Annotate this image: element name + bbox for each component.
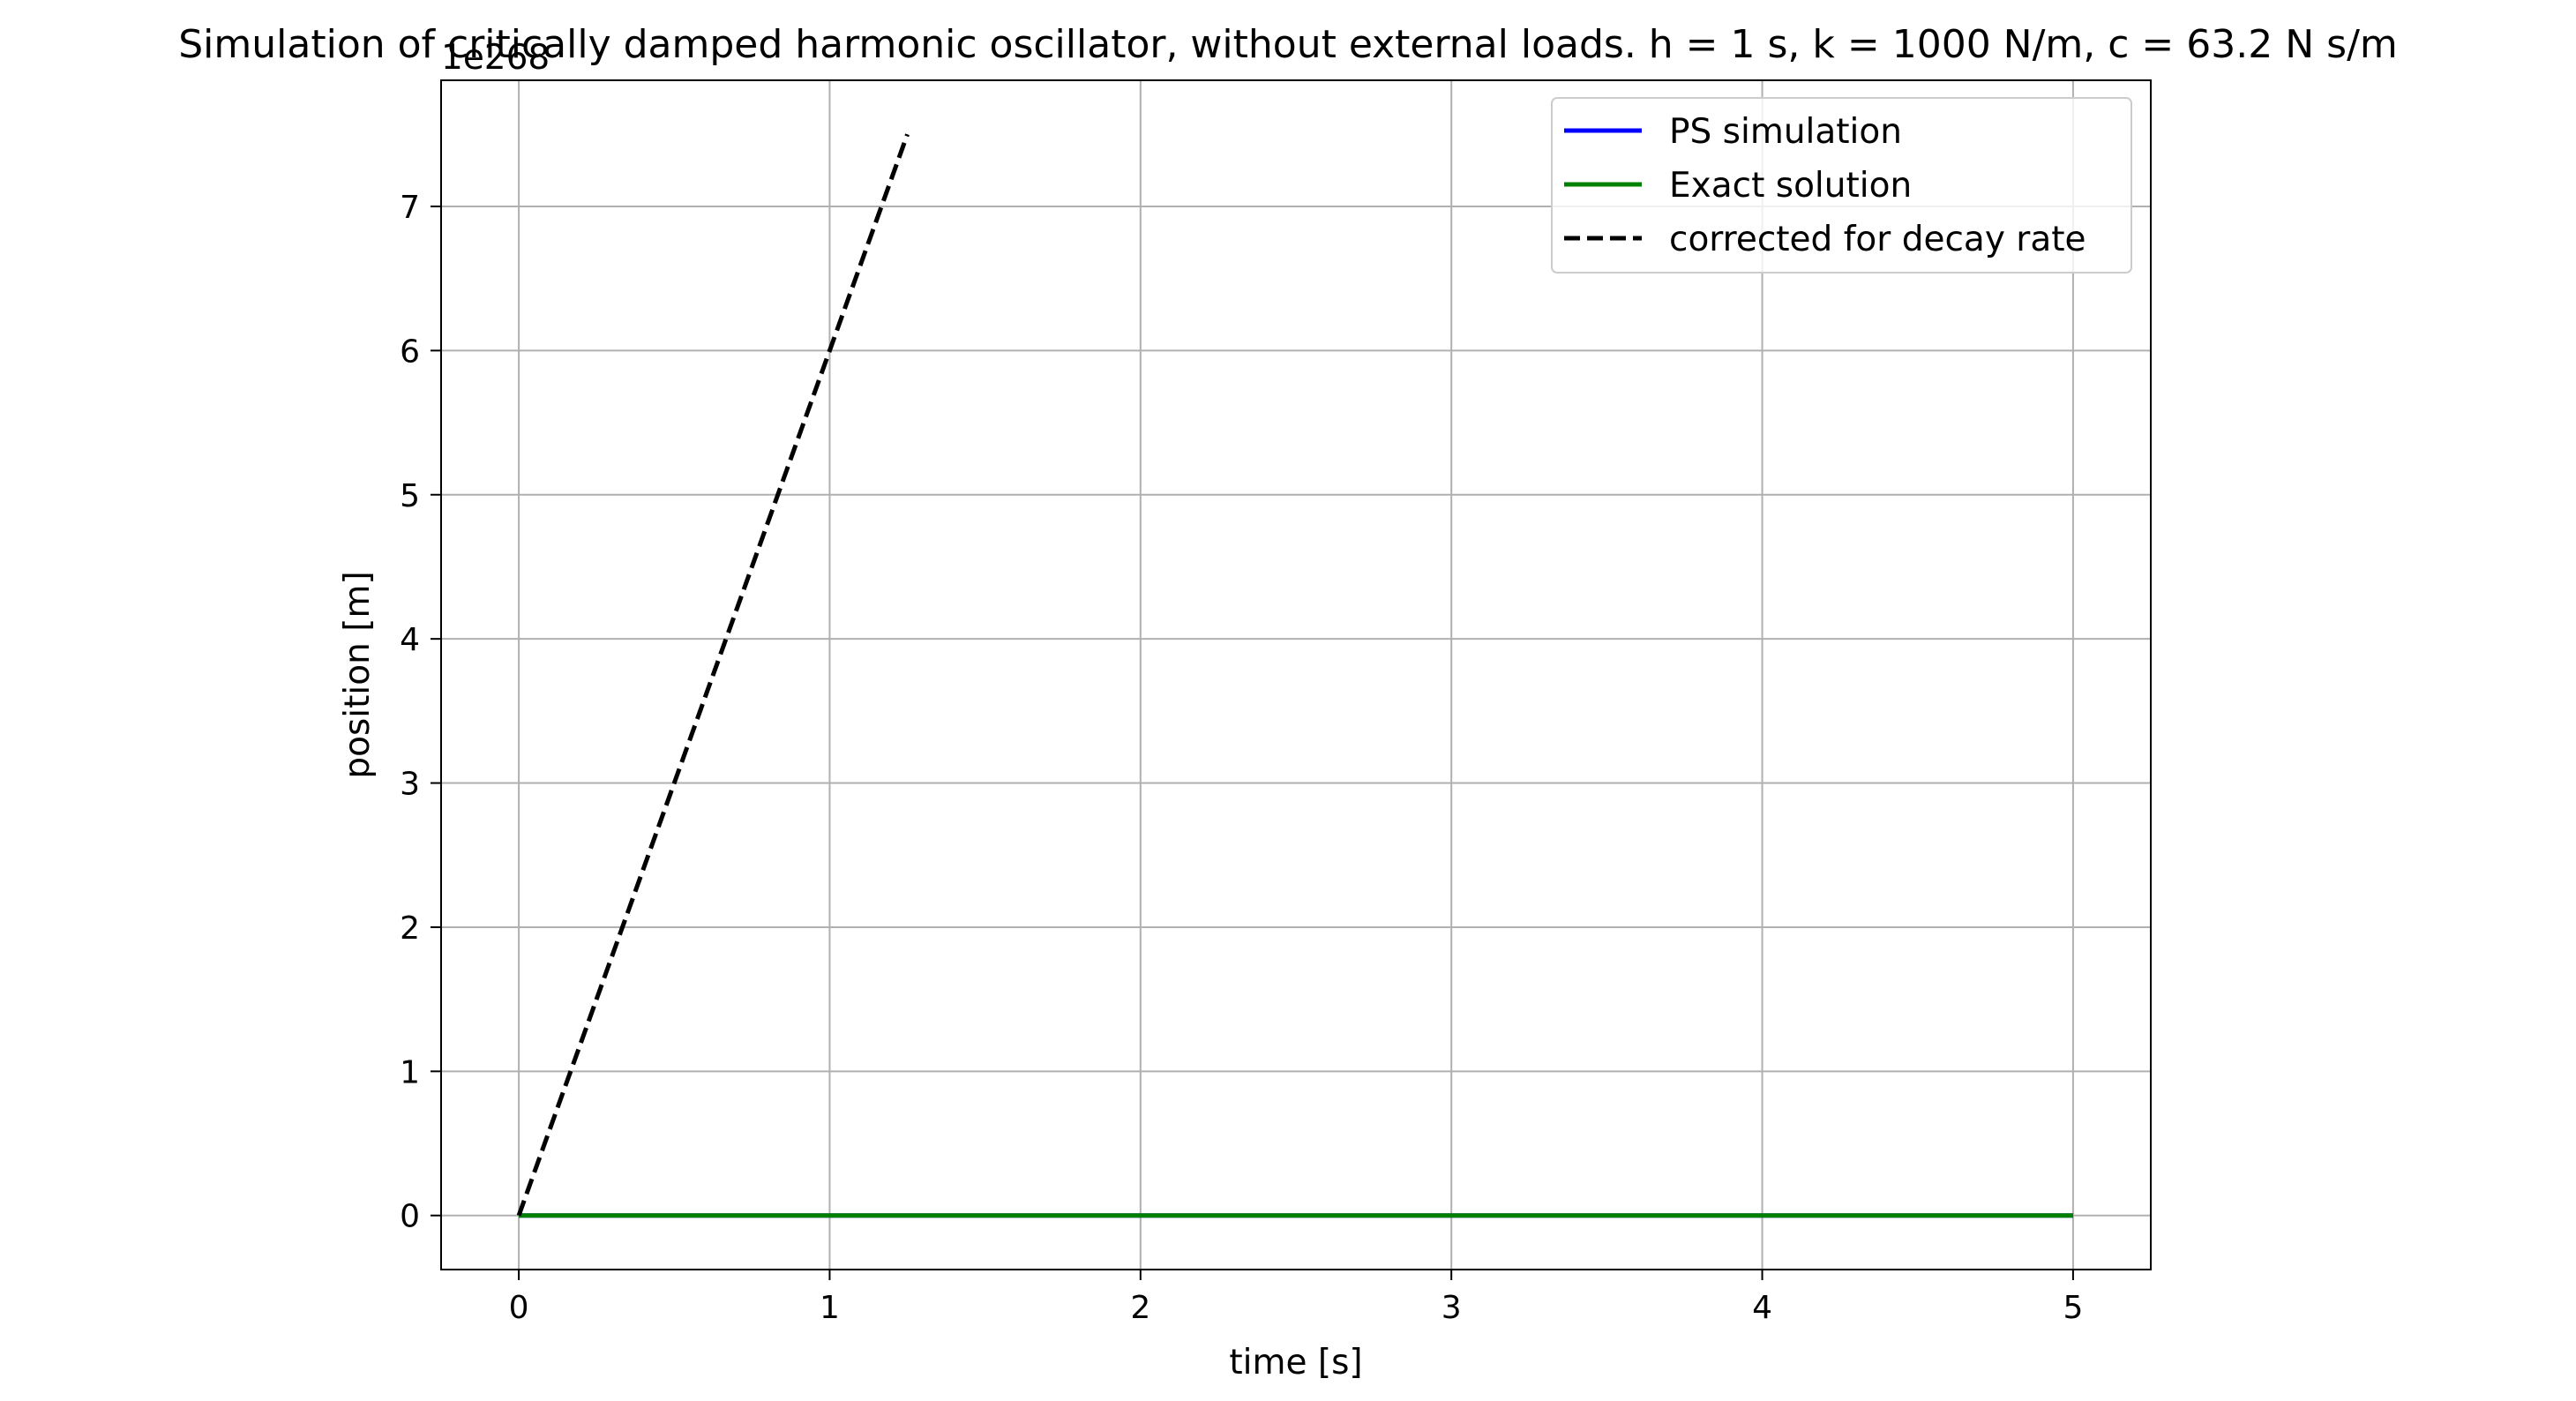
y-tick-label: 7: [400, 190, 420, 226]
y-offset-label: 1e268: [441, 38, 550, 78]
y-tick-label: 0: [400, 1199, 420, 1235]
x-tick-label: 2: [1130, 1290, 1150, 1326]
x-tick-label: 5: [2063, 1290, 2083, 1326]
y-tick-label: 4: [400, 622, 420, 658]
legend-label: Exact solution: [1669, 166, 1912, 206]
x-axis-label: time [s]: [1229, 1343, 1362, 1382]
y-tick-label: 1: [400, 1054, 420, 1090]
y-axis-label: position [m]: [338, 571, 378, 778]
x-tick-label: 1: [820, 1290, 840, 1326]
y-axis-ticks: 0 1 2 3 4 5 6 7: [400, 190, 441, 1235]
legend-label: corrected for decay rate: [1669, 220, 2086, 259]
y-tick-label: 5: [400, 478, 420, 514]
y-tick-label: 2: [400, 910, 420, 947]
y-tick-label: 3: [400, 767, 420, 803]
chart-title: Simulation of critically damped harmonic…: [178, 22, 2398, 67]
series-layer: [516, 133, 2073, 1218]
series-line-3: [516, 133, 910, 1217]
plot-frame: [440, 79, 2152, 1270]
legend-box: [1551, 97, 2132, 273]
x-tick-label: 0: [509, 1290, 529, 1326]
y-tick-label: 6: [400, 333, 420, 370]
x-tick-label: 3: [1442, 1290, 1462, 1326]
legend-label: PS simulation: [1669, 112, 1902, 152]
legend: PS simulation Exact solution corrected for…: [1551, 97, 2132, 273]
x-tick-label: 4: [1752, 1290, 1772, 1326]
x-axis-ticks: 0 1 2 3 4 5: [509, 1270, 2083, 1326]
legend-entries: PS simulation Exact solution corrected for…: [1564, 112, 2086, 259]
